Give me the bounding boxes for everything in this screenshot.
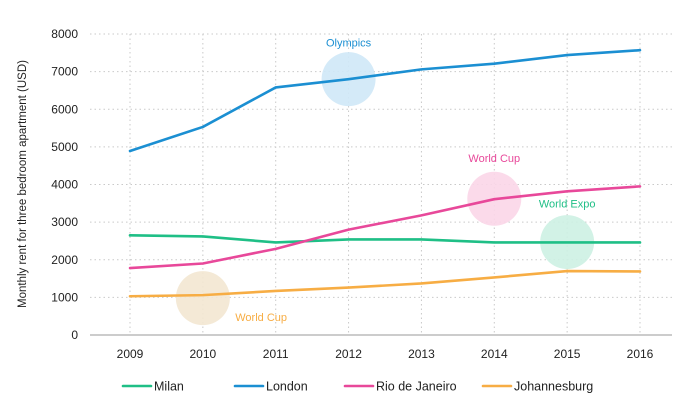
series-line-london <box>128 48 642 153</box>
legend-label-london: London <box>266 380 308 394</box>
x-tick-label: 2011 <box>263 347 289 361</box>
y-axis-label: Monthly rent for three bedroom apartment… <box>17 60 29 308</box>
y-tick-label: 6000 <box>51 102 78 116</box>
x-tick-label: 2013 <box>408 347 435 361</box>
annotation-bubbles <box>175 52 595 326</box>
legend-label-milan: Milan <box>154 380 184 394</box>
annotation-bubble-4 <box>175 271 230 326</box>
legend: Milan London Rio de Janeiro Johannesburg <box>121 380 593 394</box>
y-tick-label: 3000 <box>51 215 78 229</box>
axes: 0 1000 2000 3000 4000 5000 6000 7000 8000 2009 201… <box>51 27 672 361</box>
y-tick-label: 5000 <box>51 140 78 154</box>
x-tick-label: 2009 <box>117 347 144 361</box>
y-tick-label: 8000 <box>51 27 78 41</box>
series-line-milan <box>128 233 642 244</box>
annotation-label-3: World Expo <box>539 198 596 210</box>
series-line-rio-de-janeiro <box>128 185 642 270</box>
legend-label-johannesburg: Johannesburg <box>514 380 593 394</box>
x-tick-label: 2016 <box>627 347 654 361</box>
annotation-label-4: World Cup <box>235 312 287 324</box>
legend-label-rio-de-janeiro: Rio de Janeiro <box>376 380 457 394</box>
x-tick-label: 2015 <box>554 347 581 361</box>
y-tick-label: 4000 <box>51 178 78 192</box>
x-tick-label: 2014 <box>481 347 508 361</box>
y-tick-label: 0 <box>71 328 78 342</box>
annotation-labels: Olympics World Cup World Expo World Cup <box>235 37 595 324</box>
x-tick-label: 2010 <box>190 347 217 361</box>
series-lines <box>128 48 642 298</box>
annotation-label-2: World Cup <box>468 153 520 165</box>
series-line-johannesburg <box>128 269 642 298</box>
y-tick-label: 1000 <box>51 290 78 304</box>
x-tick-label: 2012 <box>335 347 362 361</box>
y-tick-label: 7000 <box>51 65 78 79</box>
y-tick-label: 2000 <box>51 253 78 267</box>
annotation-label-1: Olympics <box>326 37 372 49</box>
